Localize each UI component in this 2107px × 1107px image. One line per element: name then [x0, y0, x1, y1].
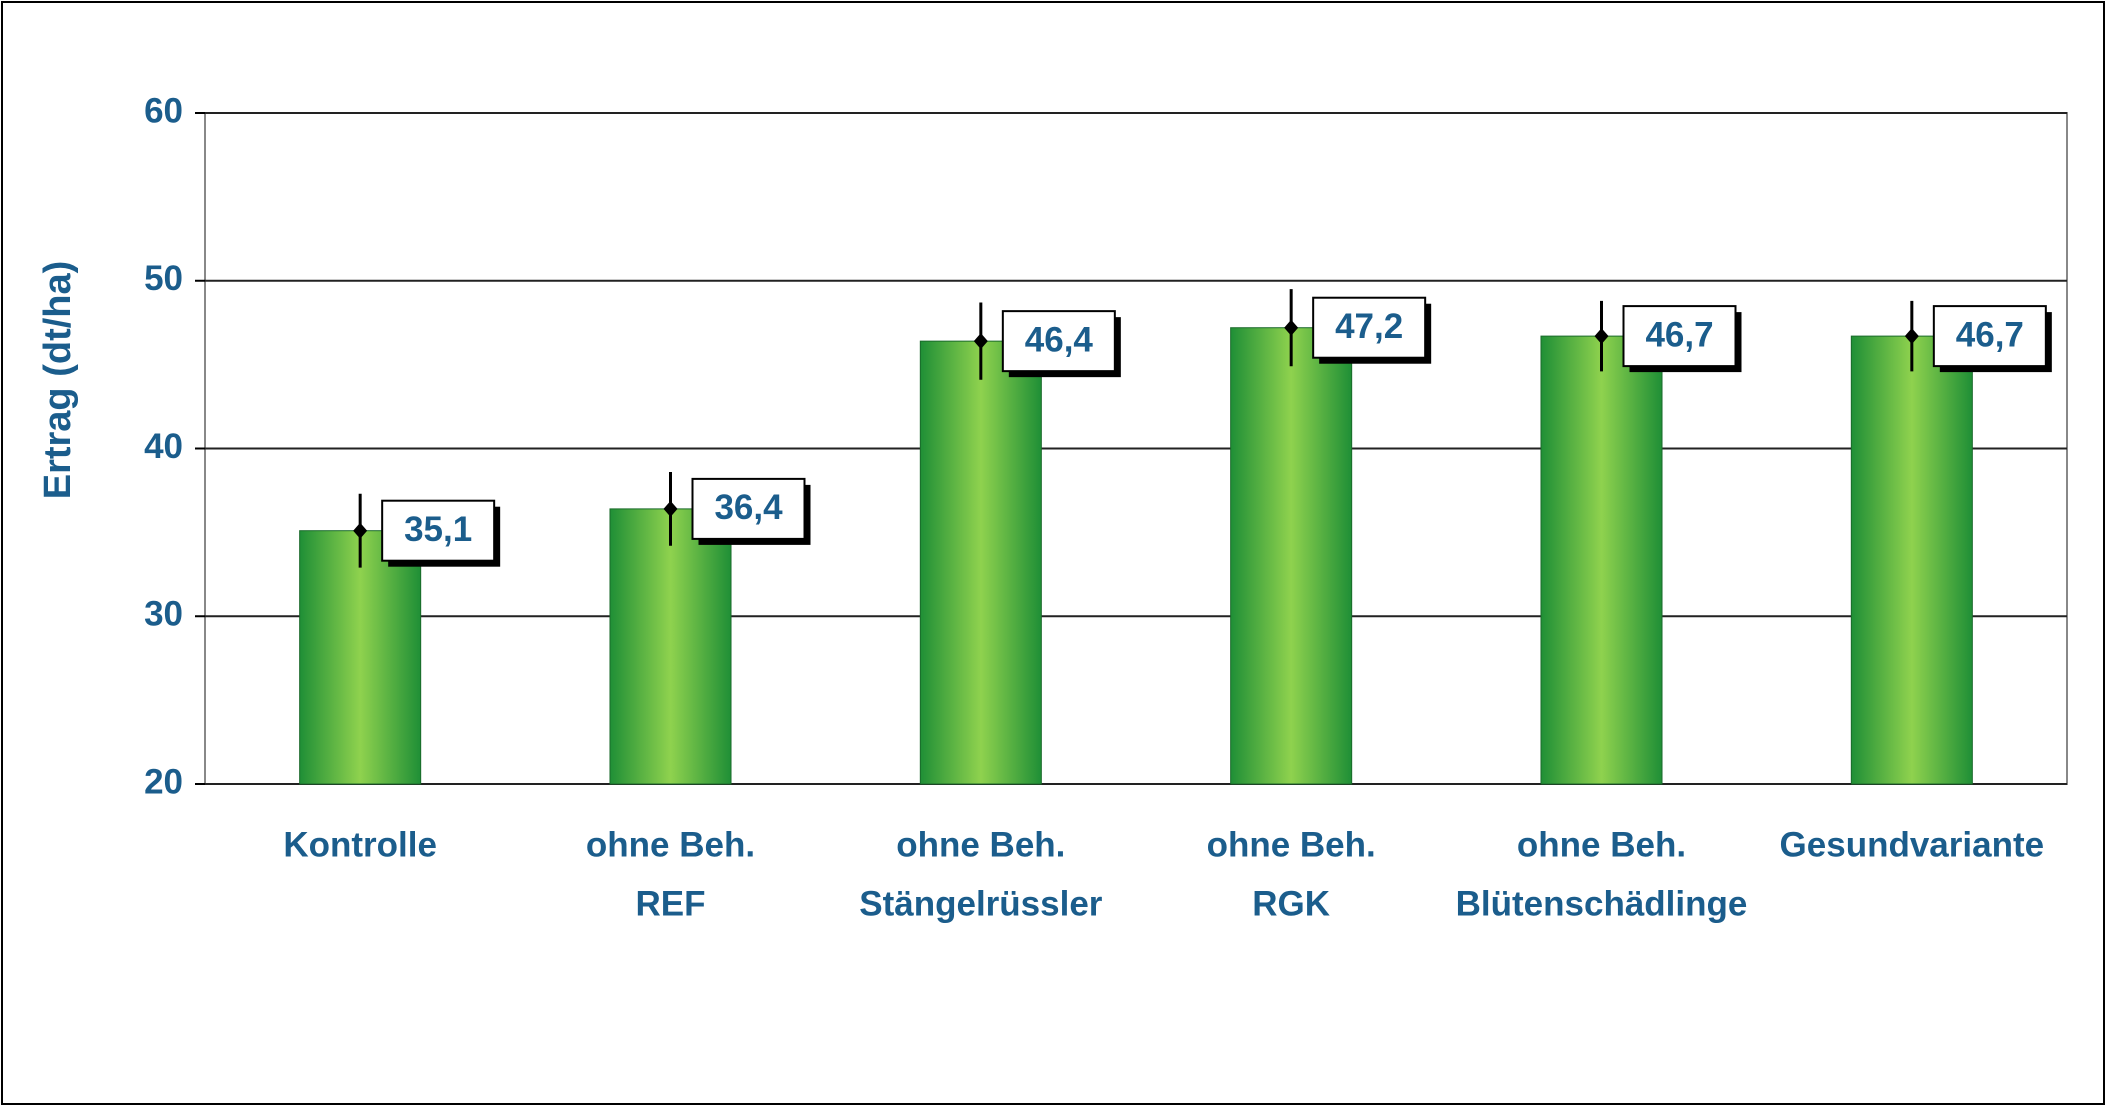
value-label: 46,7 — [1956, 315, 2024, 354]
bar — [1850, 335, 1973, 785]
value-label: 35,1 — [404, 510, 472, 549]
value-label: 47,2 — [1335, 307, 1403, 346]
x-tick-label: ohne Beh. — [896, 825, 1065, 864]
x-tick-label: ohne Beh. — [1517, 825, 1686, 864]
y-axis-title: Ertrag (dt/ha) — [37, 261, 79, 500]
label-box — [1932, 305, 2047, 368]
bar — [1540, 335, 1663, 785]
point-marker — [1284, 319, 1299, 336]
y-tick-label: 60 — [144, 91, 183, 130]
point-marker — [353, 522, 368, 539]
bar — [299, 530, 422, 785]
bar — [1230, 327, 1353, 785]
y-tick-label: 30 — [144, 595, 183, 634]
label-box — [1001, 310, 1116, 373]
point-marker — [1904, 328, 1919, 345]
x-tick-label: ohne Beh. — [1207, 825, 1376, 864]
x-tick-label: Blütenschädlinge — [1456, 884, 1748, 923]
y-tick-label: 20 — [144, 762, 183, 801]
label-box — [1622, 305, 1737, 368]
bar — [609, 508, 732, 785]
x-tick-label: RGK — [1252, 884, 1330, 923]
x-tick-label: Stängelrüssler — [859, 884, 1103, 923]
x-tick-label: Kontrolle — [283, 825, 437, 864]
point-marker — [973, 333, 988, 350]
label-box — [1312, 296, 1427, 359]
point-marker — [663, 500, 678, 517]
x-tick-label: Gesundvariante — [1780, 825, 2045, 864]
bar — [919, 340, 1042, 785]
x-tick-label: ohne Beh. — [586, 825, 755, 864]
point-marker — [1594, 328, 1609, 345]
y-tick-label: 50 — [144, 259, 183, 298]
value-label: 46,7 — [1645, 315, 1713, 354]
label-box — [381, 499, 496, 562]
value-label: 46,4 — [1025, 320, 1094, 359]
value-label: 36,4 — [714, 488, 783, 527]
x-tick-label: REF — [636, 884, 706, 923]
label-box — [691, 477, 806, 540]
y-tick-label: 40 — [144, 427, 183, 466]
